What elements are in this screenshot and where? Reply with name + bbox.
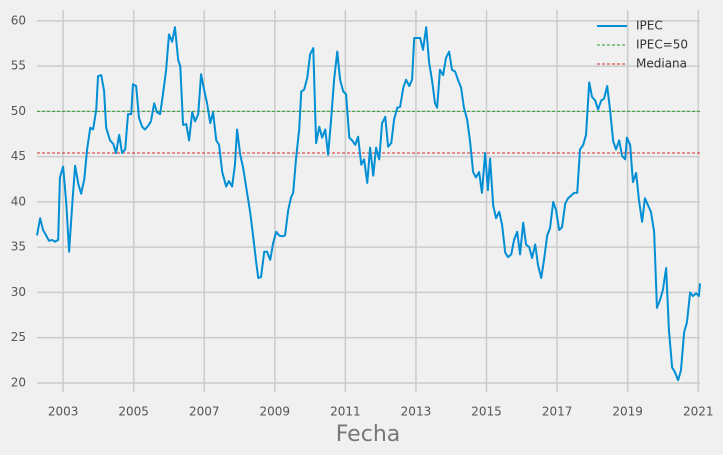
y-tick-label: 45 [11,149,26,163]
x-tick-label: 2019 [612,405,643,419]
x-tick-label: 2007 [189,405,220,419]
legend-label: Mediana [636,57,687,71]
x-tick-label: 2003 [48,405,79,419]
legend-label: IPEC=50 [636,38,688,52]
y-tick-label: 20 [11,375,26,389]
x-tick-label: 2011 [330,405,361,419]
y-tick-label: 30 [11,285,26,299]
y-tick-label: 25 [11,330,26,344]
data-line [36,26,701,382]
y-tick-label: 60 [11,13,26,27]
x-tick-label: 2013 [401,405,432,419]
x-tick-label: 2015 [471,405,502,419]
x-tick-label: 2017 [542,405,573,419]
x-tick-label: 2021 [683,405,714,419]
y-tick-label: 50 [11,104,26,118]
x-tick-label: 2009 [260,405,291,419]
legend-label: IPEC [636,19,663,33]
x-axis-label: Fecha [336,422,401,447]
y-tick-label: 55 [11,59,26,73]
x-tick-label: 2005 [118,405,149,419]
y-tick-label: 40 [11,194,26,208]
y-tick-label: 35 [11,240,26,254]
